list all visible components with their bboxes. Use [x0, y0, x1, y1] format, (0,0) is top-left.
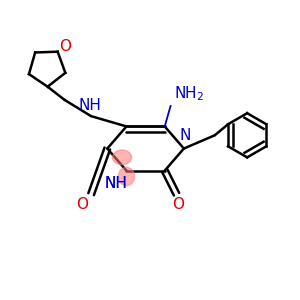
Text: O: O	[59, 39, 71, 54]
Text: NH: NH	[105, 176, 128, 191]
Ellipse shape	[118, 167, 134, 186]
Text: NH: NH	[78, 98, 101, 112]
Text: NH$_2$: NH$_2$	[174, 84, 204, 103]
Text: O: O	[76, 197, 88, 212]
Text: O: O	[172, 197, 184, 212]
Text: N: N	[180, 128, 191, 143]
Ellipse shape	[112, 150, 132, 165]
Text: NH: NH	[105, 176, 128, 191]
